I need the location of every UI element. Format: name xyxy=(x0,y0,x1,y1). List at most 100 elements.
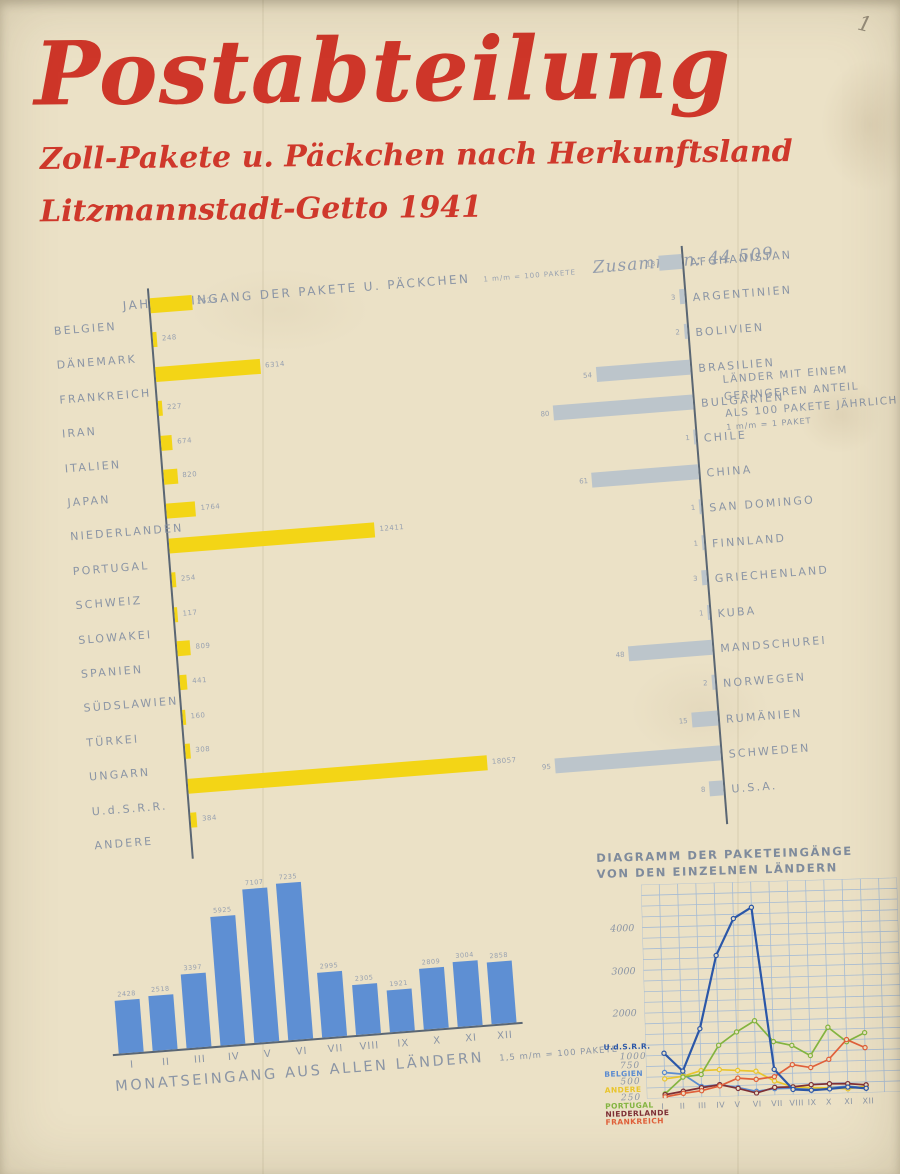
annual-minor-bar-value: 54 xyxy=(582,370,593,380)
line-data-point xyxy=(808,1064,814,1071)
monthly-month-label: VIII xyxy=(359,1040,380,1053)
monthly-bar-value: 2428 xyxy=(117,989,137,999)
line-xtick-label: VI xyxy=(752,1099,762,1109)
line-data-point xyxy=(680,1068,686,1074)
annual-minor-bar xyxy=(710,675,716,691)
line-data-point xyxy=(661,1050,667,1056)
line-data-point xyxy=(716,1066,723,1073)
annual-bar xyxy=(163,468,178,485)
line-xtick-label: III xyxy=(697,1101,707,1111)
line-data-point xyxy=(826,1081,833,1087)
annual-bar-value: 384 xyxy=(201,813,218,823)
annual-bar xyxy=(160,434,173,451)
annual-bar xyxy=(171,572,177,588)
annual-bar-value: 160 xyxy=(190,711,206,721)
monthly-bar-value: 1921 xyxy=(389,979,409,989)
monthly-month-label: XI xyxy=(464,1032,478,1045)
paper-seam xyxy=(262,0,264,1174)
annual-minor-bar-label: NORWEGEN xyxy=(722,670,807,691)
line-data-point xyxy=(698,1088,705,1094)
monthly-bar xyxy=(386,988,415,1033)
poster-subtitle-line2: Litzmannstadt-Getto 1941 xyxy=(39,189,483,230)
line-data-point xyxy=(808,1087,815,1093)
annual-bar-value: 227 xyxy=(166,402,183,412)
annual-bar xyxy=(182,709,187,725)
monthly-bar-value: 2995 xyxy=(319,961,339,971)
annual-minor-bar-value: 2 xyxy=(702,679,708,688)
paper-stain xyxy=(780,360,900,470)
annual-minor-bar-value: 2 xyxy=(675,328,681,338)
annual-bar xyxy=(176,640,192,657)
line-data-point xyxy=(680,1074,686,1080)
annual-minor-bar-value: 48 xyxy=(615,650,625,660)
monthly-bar-value: 3004 xyxy=(455,950,475,960)
line-data-point xyxy=(826,1056,832,1063)
paper-stain xyxy=(800,30,900,220)
annual-bar-value: 2523 xyxy=(196,296,218,306)
annual-minor-bar-value: 3 xyxy=(670,293,676,303)
monthly-bar-column: 2518 xyxy=(148,985,178,1051)
line-data-point xyxy=(717,1083,723,1089)
annual-minor-bar-value: 15 xyxy=(678,716,688,726)
annual-minor-bar-label: MANDSCHUREI xyxy=(719,633,828,656)
line-xtick-label: II xyxy=(679,1101,686,1111)
annual-bar-value: 441 xyxy=(191,676,208,686)
annual-minor-bar xyxy=(683,324,688,340)
line-series-frankreich xyxy=(665,1038,866,1098)
line-data-point xyxy=(753,1068,759,1074)
line-data-point xyxy=(843,1036,850,1043)
monthly-month-label: XII xyxy=(496,1029,514,1042)
monthly-bar-value: 7107 xyxy=(244,877,264,887)
monthly-bar-value: 2858 xyxy=(489,950,509,961)
annual-minor-bar-value: 1 xyxy=(690,504,696,513)
line-data-point xyxy=(790,1086,796,1093)
annual-bar-label: TÜRKEI xyxy=(85,732,140,750)
annual-minor-bar xyxy=(700,569,708,586)
monthly-bar xyxy=(352,983,381,1035)
annual-minor-bar xyxy=(693,429,697,445)
line-xtick-label: IV xyxy=(716,1100,726,1110)
line-ytick-label: 2000 xyxy=(612,1008,637,1020)
monthly-bar-value: 2809 xyxy=(421,957,441,967)
annual-bar-value: 254 xyxy=(180,573,197,583)
paper-stain xyxy=(150,250,410,370)
annual-minor-bar xyxy=(658,253,683,271)
monthly-bar xyxy=(242,887,280,1043)
line-xtick-label: VIII xyxy=(789,1098,805,1108)
monthly-bar-column: 7107 xyxy=(241,877,280,1043)
monthly-month-label: VI xyxy=(295,1045,308,1058)
poster-title: Postabteilung xyxy=(33,14,732,126)
line-data-point xyxy=(730,915,737,922)
annual-minor-bar xyxy=(678,289,686,305)
monthly-bar-value: 2518 xyxy=(150,984,170,995)
annual-minor-bar-value: 1 xyxy=(684,433,691,443)
annual-minor-bar-value: 13 xyxy=(646,260,656,269)
annual-bar xyxy=(152,332,158,348)
monthly-bar-column: 1921 xyxy=(386,979,415,1033)
annual-minor-bar-value: 80 xyxy=(540,409,550,419)
annual-minor-bar-value: 61 xyxy=(578,477,589,486)
monthly-month-label: IV xyxy=(227,1051,241,1064)
annual-bar-value: 308 xyxy=(195,745,211,755)
monthly-bar xyxy=(114,999,144,1054)
monthly-bar-column: 5925 xyxy=(210,906,246,1046)
line-data-point xyxy=(771,1074,778,1080)
line-data-point xyxy=(680,1090,687,1097)
line-legend-u-d-s-r-r-: U.d.S.R.R. xyxy=(603,1041,651,1052)
annual-bar xyxy=(173,606,179,622)
line-data-point xyxy=(808,1081,814,1088)
line-series-niederlande xyxy=(664,1082,867,1096)
annual-bar-label: JAPAN xyxy=(66,493,112,510)
monthly-bar-column: 2809 xyxy=(418,957,449,1030)
annual-minor-bar-value: 95 xyxy=(541,762,552,772)
line-ytick-label: 3000 xyxy=(611,965,636,978)
annual-bar-value: 6314 xyxy=(264,359,286,370)
annual-minor-bar-label: ARGENTINIEN xyxy=(692,283,793,305)
monthly-scale-note: 1,5 m/m = 100 PAKETE xyxy=(498,1044,619,1064)
annual-minor-bar-label: FINNLAND xyxy=(711,531,787,551)
annual-bar-label: ITALIEN xyxy=(64,457,122,476)
line-xtick-label: I xyxy=(661,1102,665,1112)
line-xtick-label: V xyxy=(734,1100,741,1110)
line-data-point xyxy=(826,1086,833,1092)
